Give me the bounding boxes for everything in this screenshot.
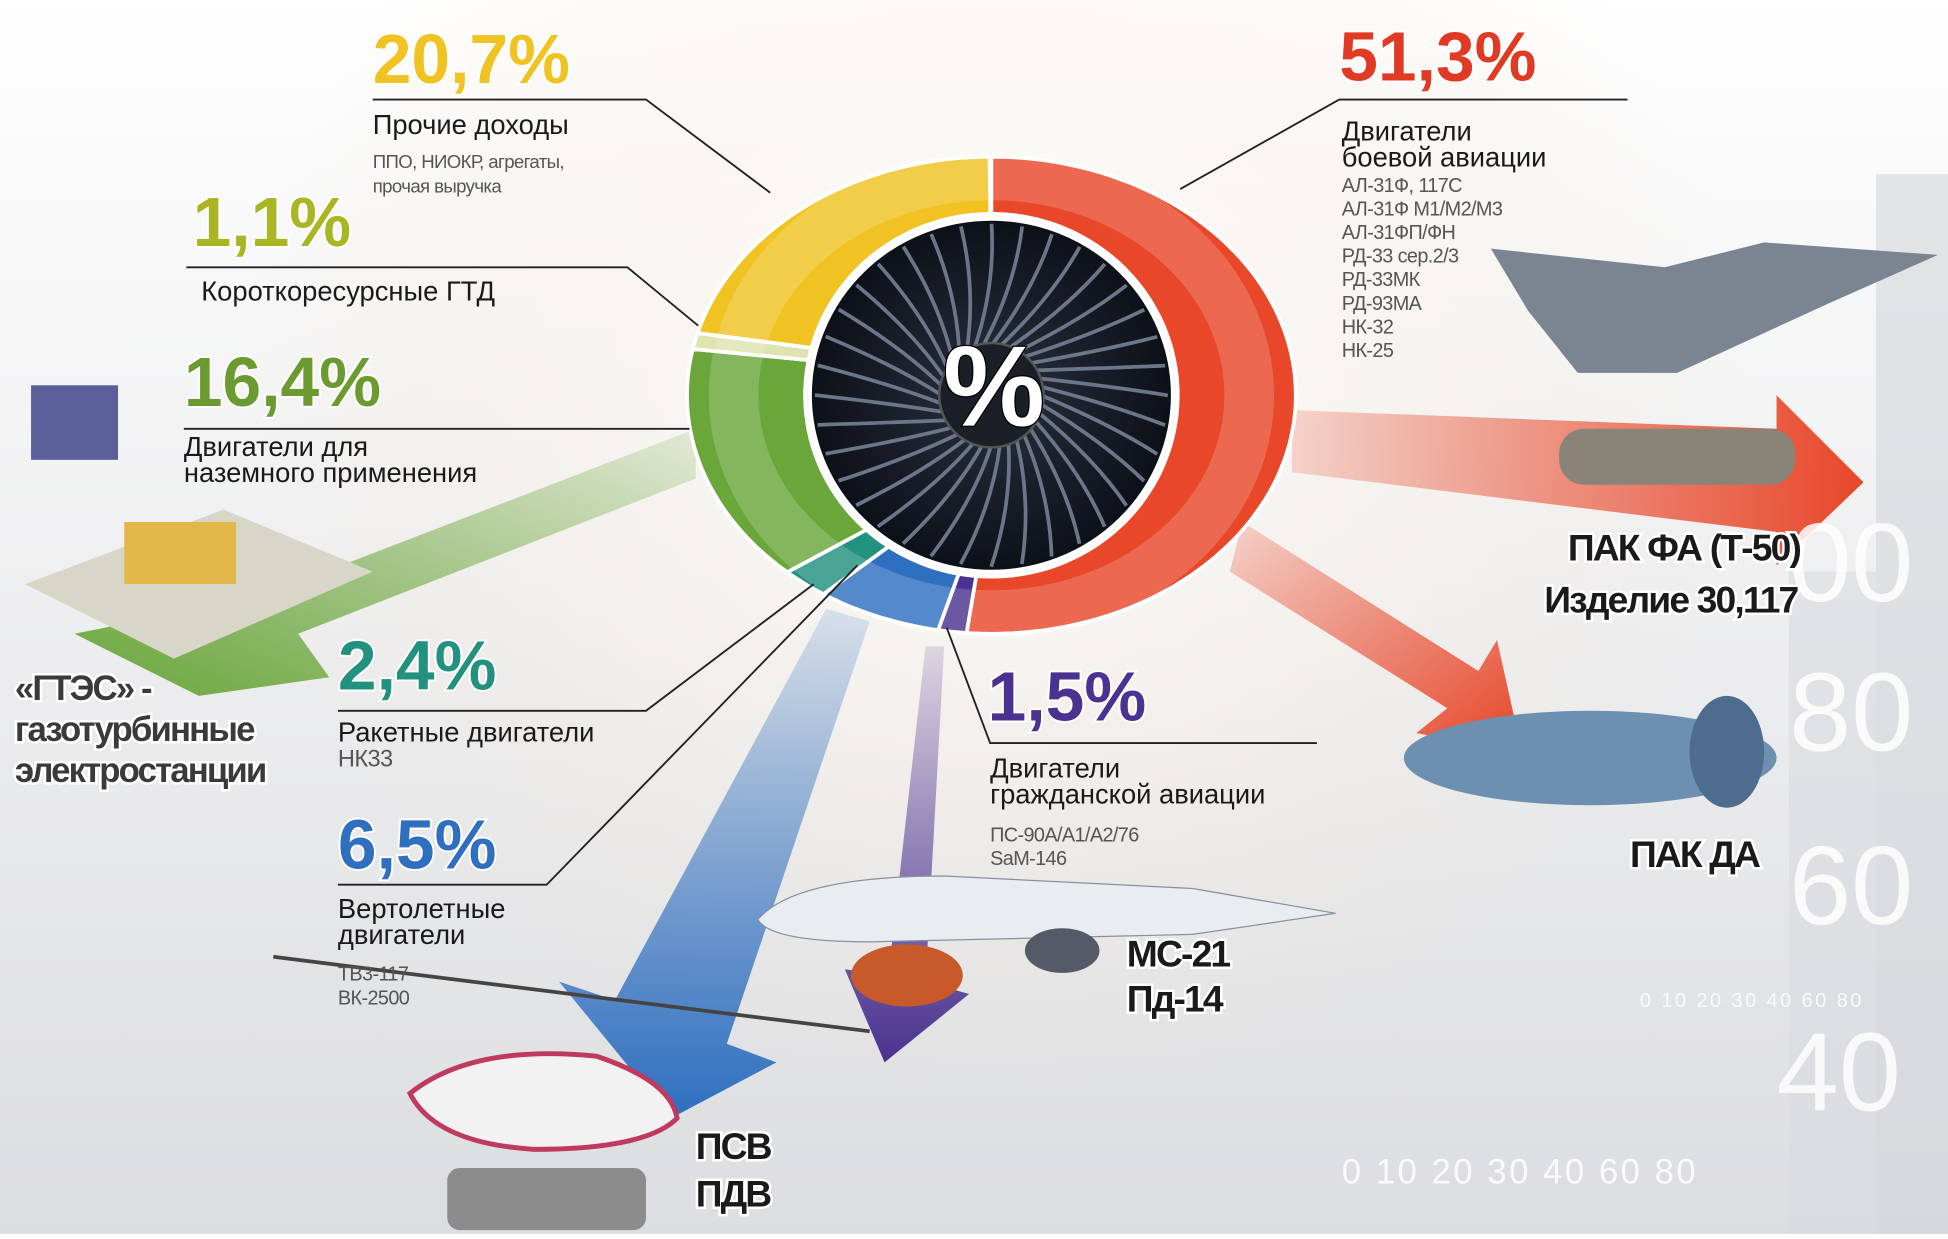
value-label: 1,1% <box>193 183 352 261</box>
background-text: 80 <box>1789 649 1913 774</box>
engine-illustration <box>1690 696 1765 808</box>
category-label: наземного применения <box>184 457 477 488</box>
value-label: 6,5% <box>338 805 497 883</box>
detail-label: РД-33 сер.2/3 <box>1342 246 1459 268</box>
value-label: 16,4% <box>184 343 381 421</box>
detail-label: НК33 <box>338 747 393 773</box>
value-label: 1,5% <box>988 657 1147 735</box>
engine-illustration <box>447 1168 646 1230</box>
detail-label: АЛ-31Ф, 117С <box>1342 175 1462 197</box>
background-text: 40 <box>1777 1010 1901 1135</box>
background-text: 0 10 20 30 40 60 80 <box>1640 990 1864 1012</box>
detail-label: НК-32 <box>1342 316 1394 338</box>
category-label: Прочие доходы <box>373 109 569 140</box>
category-label: двигатели <box>338 919 465 950</box>
detail-label: ПС-90А/А1/А2/76 <box>990 825 1139 847</box>
annotation: электростанции <box>15 752 265 790</box>
engine-illustration <box>1025 928 1100 973</box>
category-label: Ракетные двигатели <box>338 717 595 748</box>
value-label: 20,7% <box>373 20 570 98</box>
plant-illustration <box>124 522 236 584</box>
plant-illustration <box>31 385 118 460</box>
category-label: Короткоресурсные ГТД <box>201 276 495 307</box>
background-text: 0 10 20 30 40 60 80 <box>1342 1153 1699 1191</box>
annotation: газотурбинные <box>15 711 255 749</box>
detail-label: АЛ-31Ф М1/М2/М3 <box>1342 198 1503 220</box>
background-text: 00 <box>1789 500 1913 625</box>
value-label: 51,3% <box>1339 18 1536 96</box>
chart: 0 10 20 30 40 60 80 0 10 20 30 40 60 80 00… <box>0 0 1948 1234</box>
annotation: МС-21 <box>1127 933 1231 975</box>
annotation: «ГТЭС» - <box>15 670 152 708</box>
annotation: Пд-14 <box>1127 977 1224 1019</box>
detail-label: НК-25 <box>1342 340 1394 362</box>
engine-illustration <box>851 944 963 1006</box>
category-label: боевой авиации <box>1342 141 1547 172</box>
detail-label: РД-33МК <box>1342 269 1421 291</box>
annotation: Изделие 30,117 <box>1544 579 1798 621</box>
value-label: 2,4% <box>338 626 497 704</box>
detail-label: ТВ3-117 <box>338 964 409 986</box>
engine-illustration <box>1559 429 1795 485</box>
category-label: гражданской авиации <box>990 779 1265 810</box>
detail-label: ППО, НИОКР, агрегаты, <box>373 151 564 172</box>
annotation: ПАК ДА <box>1630 833 1760 875</box>
background-text: 60 <box>1789 823 1913 948</box>
detail-label: ВК-2500 <box>338 987 410 1009</box>
detail-label: РД-93МА <box>1342 293 1423 315</box>
annotation: ПАК ФА (Т-50) <box>1568 526 1801 568</box>
detail-label: АЛ-31ФП/ФН <box>1342 222 1456 244</box>
detail-label: прочая выручка <box>373 176 503 197</box>
annotation: ПДВ <box>696 1172 772 1214</box>
detail-label: SaM-146 <box>990 848 1067 870</box>
annotation: ПСВ <box>696 1125 772 1167</box>
center-label: % <box>943 323 1045 450</box>
page: 0 10 20 30 40 60 80 0 10 20 30 40 60 80 00… <box>0 0 1948 1234</box>
